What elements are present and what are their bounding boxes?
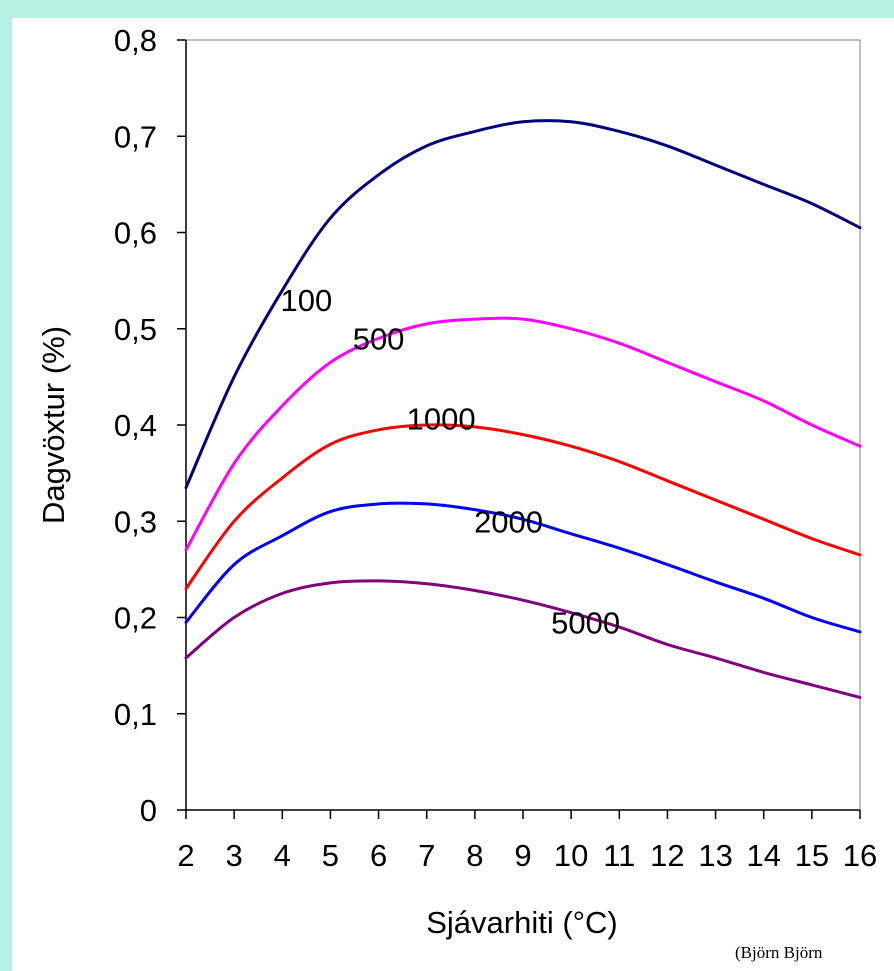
y-tick-label-7: 0,7 bbox=[114, 119, 157, 154]
y-tick-label-0: 0 bbox=[140, 793, 157, 828]
series-label-100: 100 bbox=[280, 283, 332, 318]
series-line-500 bbox=[184, 316, 862, 552]
y-tick-label-4: 0,4 bbox=[114, 408, 157, 443]
source-credit: (Björn Björn bbox=[735, 943, 823, 962]
series-line-2000 bbox=[184, 501, 862, 634]
x-tick-label-0: 2 bbox=[177, 838, 194, 873]
y-tick-label-5: 0,5 bbox=[114, 312, 157, 347]
x-tick-label-11: 13 bbox=[698, 838, 732, 873]
y-tick-label-2: 0,2 bbox=[114, 601, 157, 636]
x-tick-label-14: 16 bbox=[843, 838, 877, 873]
x-axis-title: Sjávarhiti (°C) bbox=[426, 905, 618, 940]
y-tick-label-6: 0,6 bbox=[114, 216, 157, 251]
frame-left-border bbox=[0, 0, 12, 971]
x-tick-label-12: 14 bbox=[746, 838, 780, 873]
series-label-2000: 2000 bbox=[474, 504, 543, 539]
x-tick-label-6: 8 bbox=[466, 838, 483, 873]
x-tick-label-13: 15 bbox=[795, 838, 829, 873]
x-tick-label-2: 4 bbox=[274, 838, 291, 873]
series-line-100 bbox=[184, 119, 862, 490]
frame-top-border bbox=[0, 0, 894, 18]
x-tick-label-4: 6 bbox=[370, 838, 387, 873]
x-tick-label-10: 12 bbox=[650, 838, 684, 873]
y-tick-label-1: 0,1 bbox=[114, 697, 157, 732]
x-tick-label-8: 10 bbox=[554, 838, 588, 873]
y-axis-title: Dagvöxtur (%) bbox=[36, 326, 71, 524]
plot-area-frame bbox=[185, 39, 861, 811]
x-tick-label-7: 9 bbox=[514, 838, 531, 873]
y-tick-label-3: 0,3 bbox=[114, 504, 157, 539]
x-tick-label-1: 3 bbox=[226, 838, 243, 873]
series-line-5000 bbox=[184, 579, 862, 699]
series-label-1000: 1000 bbox=[407, 401, 476, 436]
series-label-500: 500 bbox=[353, 321, 405, 356]
x-tick-label-5: 7 bbox=[418, 838, 435, 873]
x-tick-label-3: 5 bbox=[322, 838, 339, 873]
series-line-1000 bbox=[184, 423, 862, 591]
y-tick-label-8: 0,8 bbox=[114, 23, 157, 58]
x-tick-label-9: 11 bbox=[603, 838, 635, 873]
series-label-5000: 5000 bbox=[551, 605, 620, 640]
